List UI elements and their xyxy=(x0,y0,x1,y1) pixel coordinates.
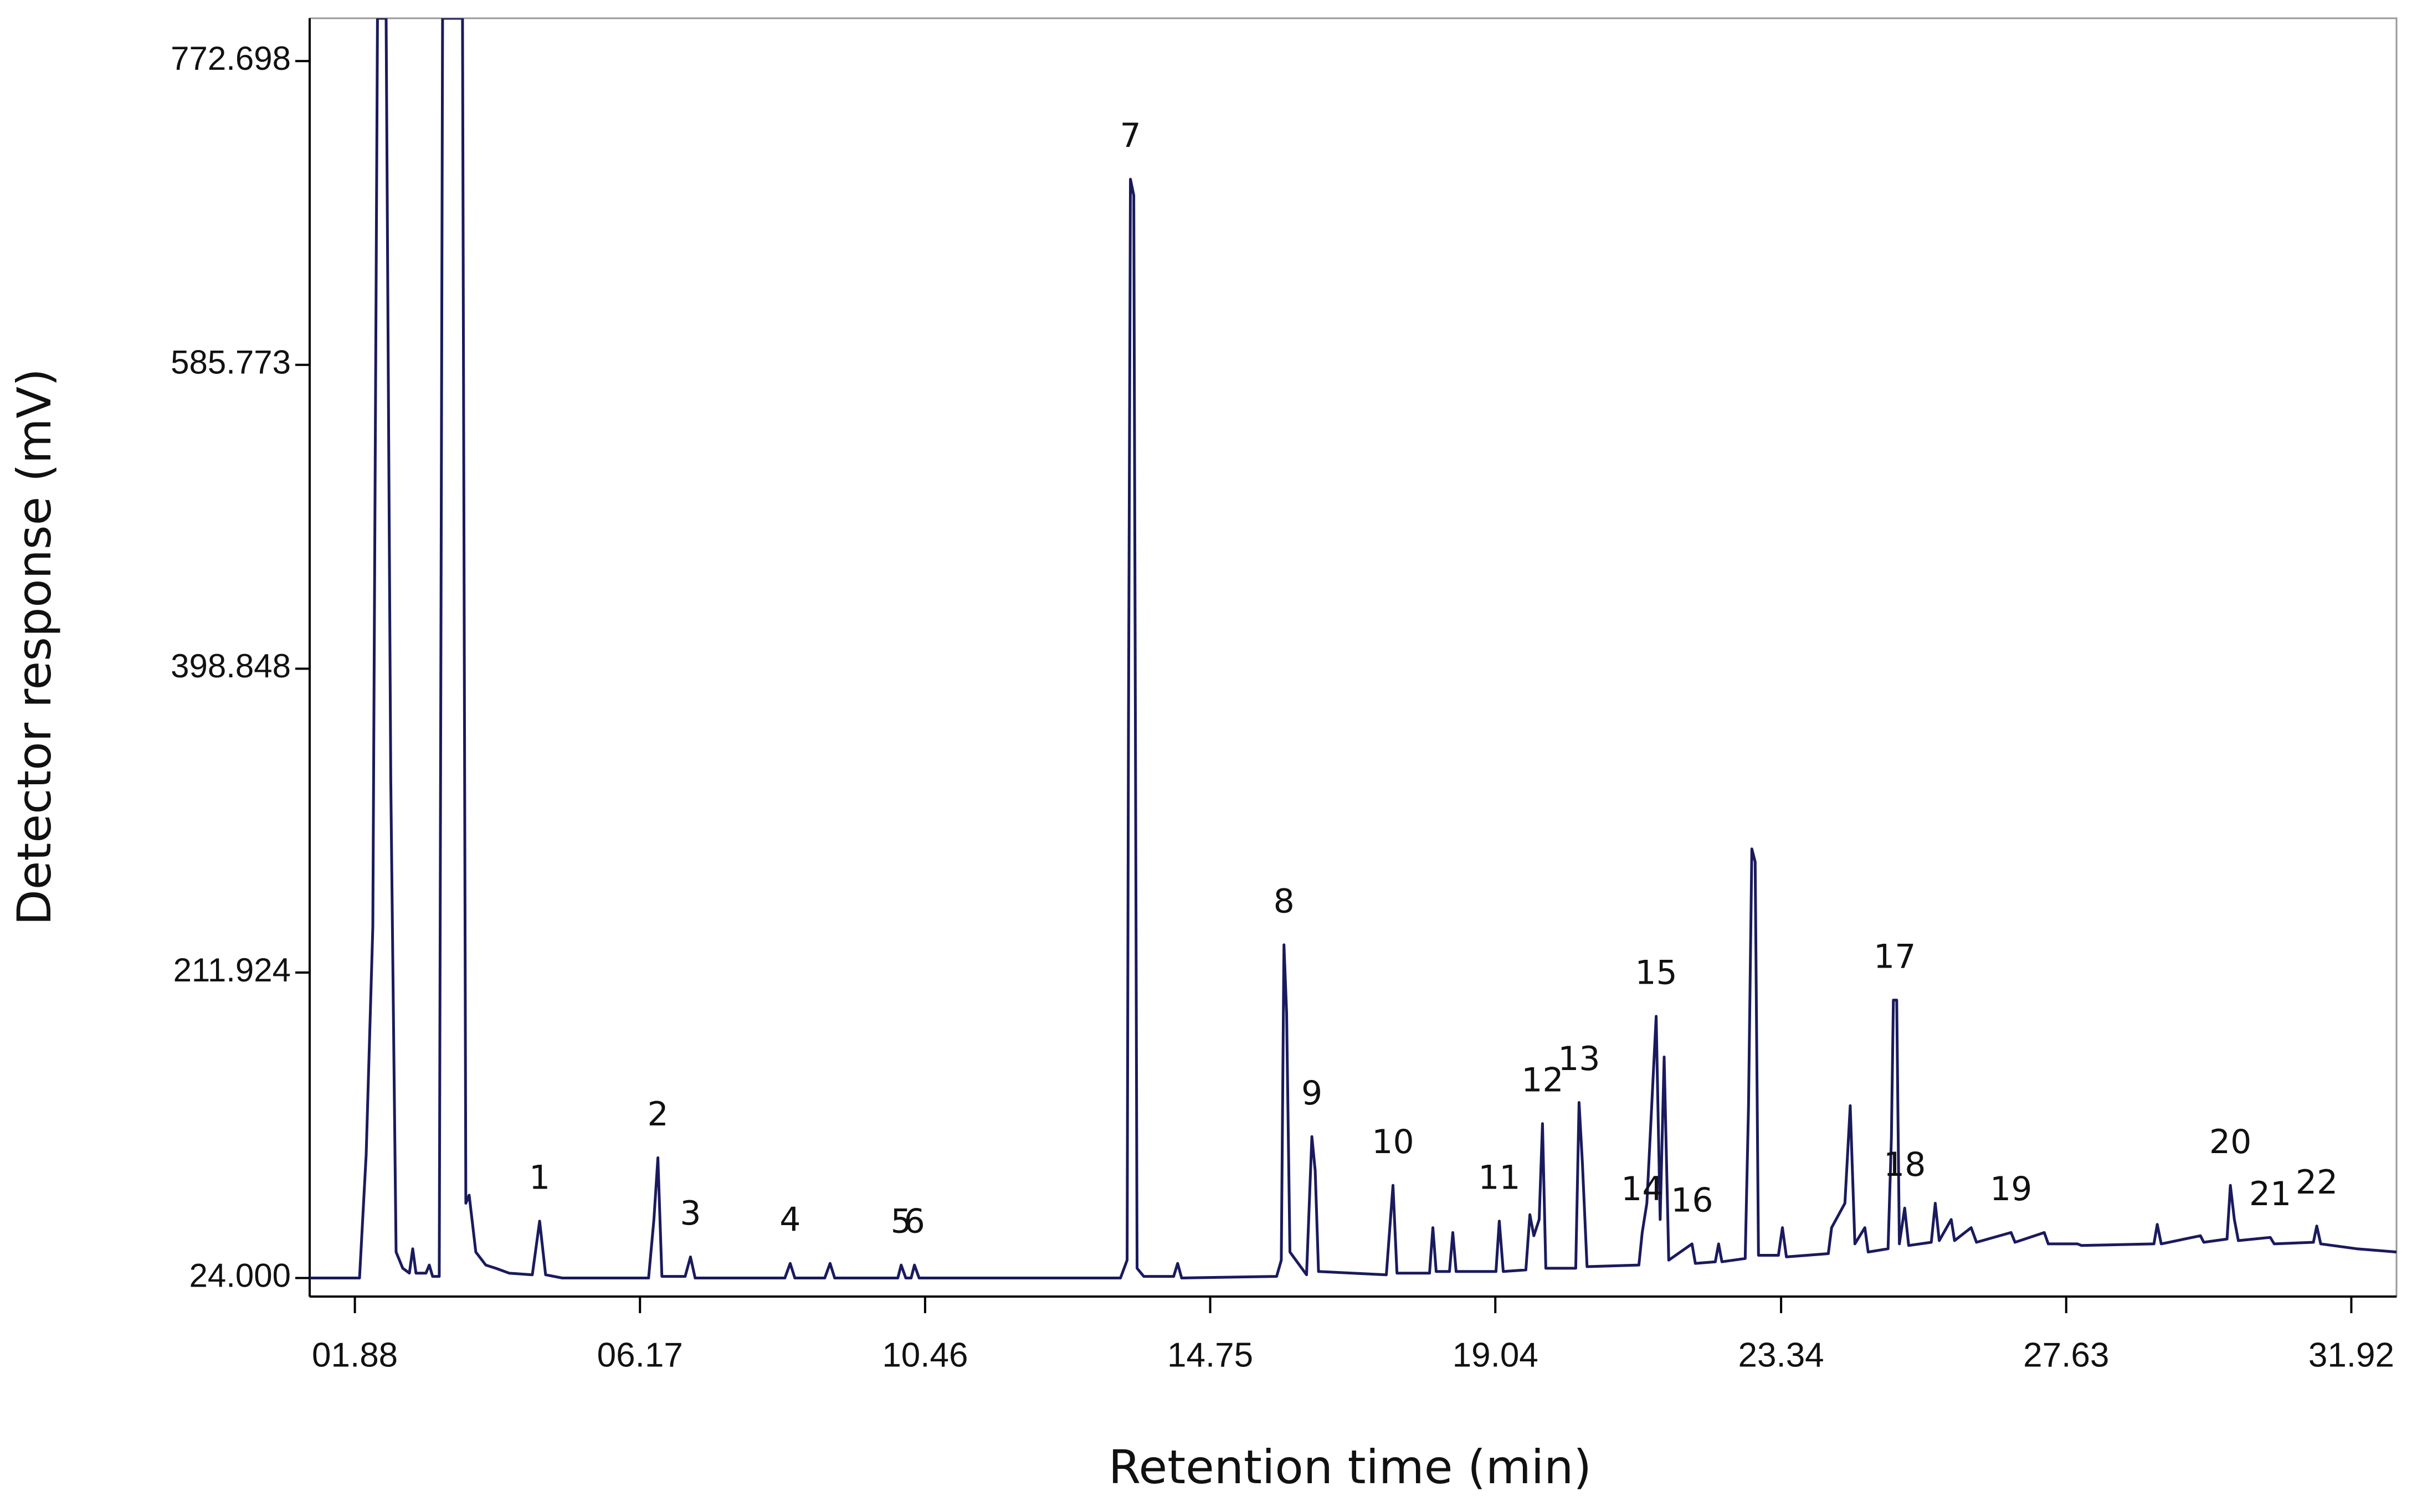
x-tick-label: 01.88 xyxy=(312,1336,398,1374)
peak-label: 13 xyxy=(1558,1040,1600,1078)
peak-label: 22 xyxy=(2296,1163,2338,1202)
peak-label: 10 xyxy=(1372,1123,1414,1161)
y-tick-label: 398.848 xyxy=(171,647,291,685)
y-tick-label: 585.773 xyxy=(171,344,291,381)
peak-label: 20 xyxy=(2209,1123,2251,1161)
peak-label: 11 xyxy=(1478,1158,1520,1197)
peak-label: 4 xyxy=(779,1201,800,1240)
peak-label: 16 xyxy=(1671,1181,1713,1220)
x-tick-label: 23.34 xyxy=(1738,1336,1824,1374)
x-tick-label: 14.75 xyxy=(1167,1336,1253,1374)
peak-label: 3 xyxy=(680,1194,701,1233)
peak-label: 1 xyxy=(529,1158,550,1197)
y-tick-label: 772.698 xyxy=(171,40,291,77)
peak-label: 8 xyxy=(1274,882,1295,920)
peak-label: 2 xyxy=(648,1095,669,1134)
peak-label: 19 xyxy=(1990,1170,2032,1208)
peak-label: 21 xyxy=(2249,1175,2291,1213)
chromatogram-trace xyxy=(310,18,2397,1279)
peak-label: 6 xyxy=(904,1202,925,1241)
x-tick-label: 10.46 xyxy=(882,1336,968,1374)
x-axis-title: Retention time (min) xyxy=(1109,1440,1592,1494)
y-tick-label: 24.000 xyxy=(189,1257,291,1294)
peak-label: 7 xyxy=(1120,116,1141,155)
x-tick-label: 06.17 xyxy=(597,1336,683,1374)
y-axis-title: Detector response (mV) xyxy=(7,368,61,925)
x-tick-label: 27.63 xyxy=(2023,1336,2109,1374)
peak-label: 14 xyxy=(1621,1170,1663,1208)
peak-label: 9 xyxy=(1301,1074,1322,1113)
x-tick-label: 31.92 xyxy=(2308,1336,2394,1374)
peak-label: 17 xyxy=(1874,937,1916,976)
x-tick-label: 19.04 xyxy=(1453,1336,1538,1374)
peak-label: 12 xyxy=(1521,1061,1563,1099)
peak-label: 15 xyxy=(1635,954,1677,992)
y-tick-label: 211.924 xyxy=(173,952,291,989)
peak-label: 5 xyxy=(891,1202,912,1241)
plot-frame xyxy=(309,17,2398,1298)
peak-label: 18 xyxy=(1884,1145,1926,1184)
